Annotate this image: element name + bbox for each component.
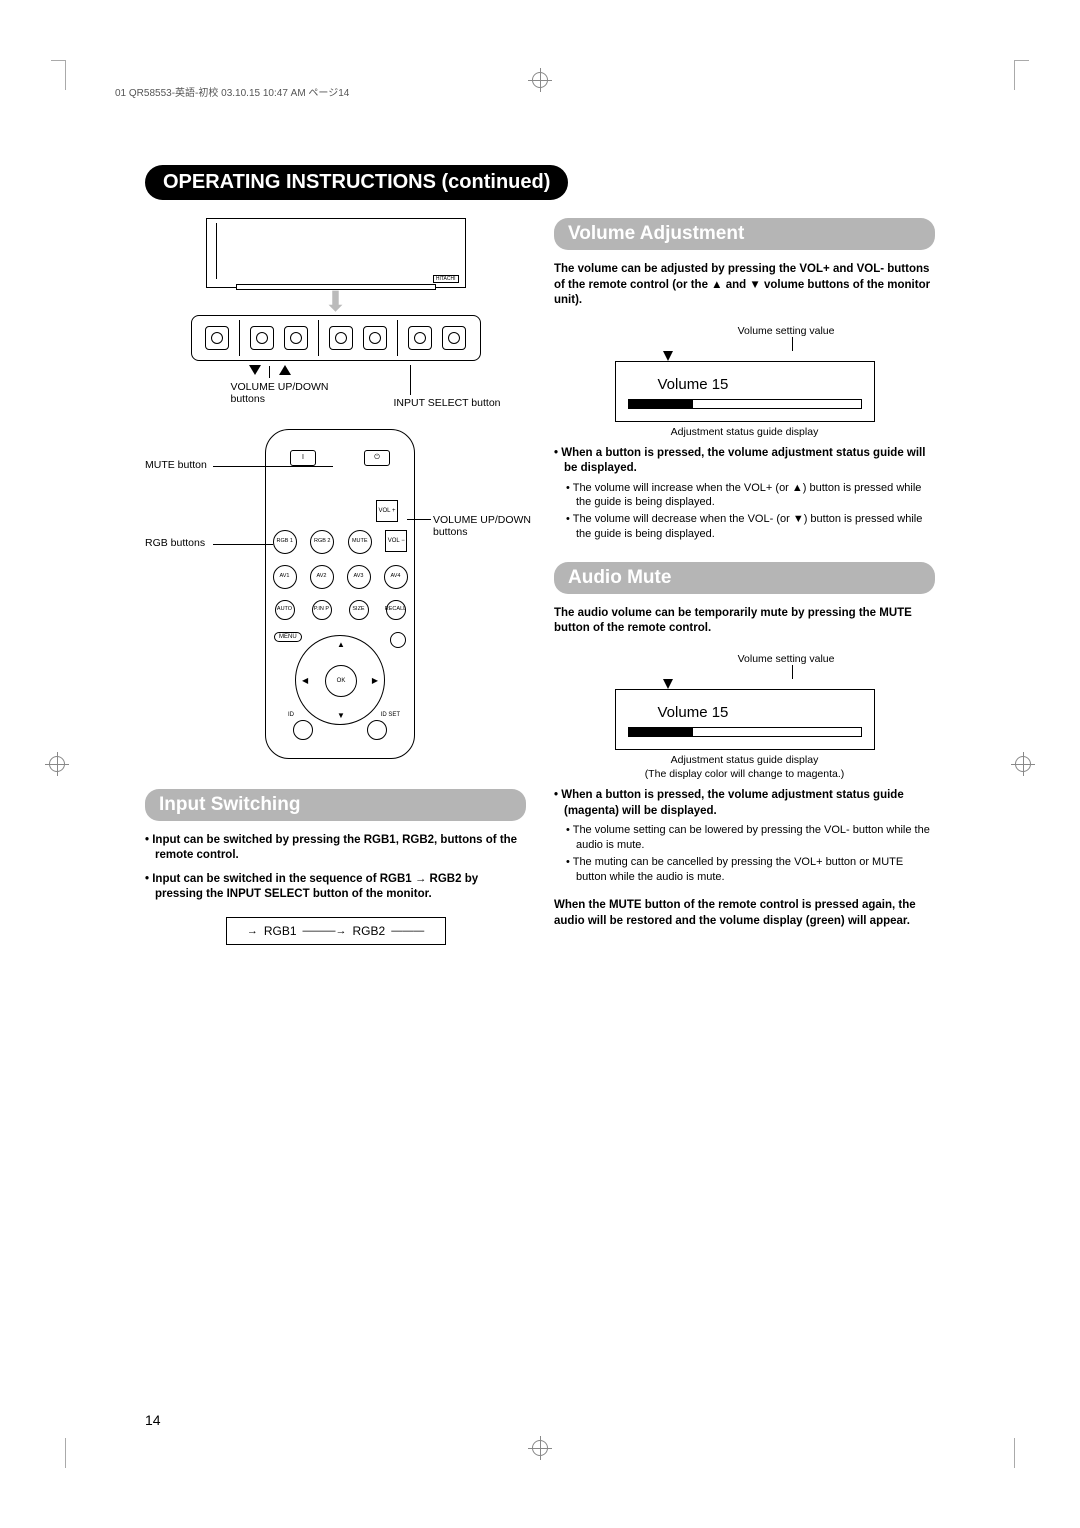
input-sequence-diagram: → RGB1 ———→ RGB2 ——— [226,917,446,945]
av2-button-icon: AV2 [310,565,334,589]
mute-volume-bar-icon [628,727,862,737]
section-header-volume: Volume Adjustment [554,218,935,250]
down-arrow-icon [663,679,673,689]
seq-rgb1: RGB1 [264,924,297,938]
vol-plus-button-icon: VOL + [376,500,398,522]
pinp-button-icon: P.IN P [312,600,332,620]
registration-mark [528,1436,552,1460]
mute-button-icon: MUTE [348,530,372,554]
guide-display-caption: Adjustment status guide display [615,426,875,438]
mute-setting-value-label: Volume setting value [615,653,875,665]
mute-guide-caption1: Adjustment status guide display [615,754,875,766]
brand-label: HITACHI [433,275,459,283]
mute-callout-label: MUTE button [145,459,207,471]
volume-callout-label: VOLUME UP/DOWN buttons [433,514,533,538]
seq-rgb2: RGB2 [353,924,386,938]
header-metadata: 01 QR58553-英語-初校 03.10.15 10:47 AM ページ14 [115,84,349,99]
mute-sub2: The muting can be cancelled by pressing … [554,855,935,885]
volume-display-figure: Volume setting value Volume 15 Adjustmen… [615,325,875,438]
mute-bullet1: When a button is pressed, the volume adj… [554,788,935,819]
auto-button-icon: AUTO [275,600,295,620]
registration-mark [1011,752,1035,776]
crop-mark [985,60,1015,90]
right-column: Volume Adjustment The volume can be adju… [554,218,935,959]
vol-minus-button-icon: VOL − [385,530,407,552]
volume-bar-icon [628,399,862,409]
registration-mark [45,752,69,776]
monitor-diagram: HITACHI ⬇ [191,218,481,405]
id-set-label: ID SET [381,712,400,718]
two-column-layout: HITACHI ⬇ [145,218,935,959]
left-column: HITACHI ⬇ [145,218,526,959]
volume-sub2: The volume will decrease when the VOL- (… [554,512,935,542]
volume-setting-value-label: Volume setting value [615,325,875,337]
input-switching-para1: Input can be switched by pressing the RG… [145,833,526,864]
crop-mark [65,1438,95,1468]
section-header-input-switching: Input Switching [145,789,526,821]
mute-display-figure: Volume setting value Volume 15 Adjustmen… [615,653,875,780]
remote-control-diagram: I ⏻ VOL + RGB 1 RGB 2 MUTE VOL − [145,419,526,779]
mute-sub1: The volume setting can be lowered by pre… [554,823,935,853]
mute-display-text: Volume 15 [628,704,862,721]
av3-button-icon: AV3 [347,565,371,589]
input-select-label: INPUT SELECT button [394,397,501,409]
rgb1-button-icon: RGB 1 [273,530,297,554]
id-label: ID [288,712,294,718]
triangle-up-icon [279,365,291,375]
volume-display-text: Volume 15 [628,376,862,393]
document-page: 01 QR58553-英語-初校 03.10.15 10:47 AM ページ14… [0,0,1080,1528]
triangle-down-icon [249,365,261,375]
rgb-callout-label: RGB buttons [145,537,205,549]
id-button-icon [293,720,313,740]
return-button-icon [390,632,406,648]
volume-intro: The volume can be adjusted by pressing t… [554,262,935,309]
dpad-icon: OK ▲ ▼ ◀ ▶ [295,635,385,725]
mute-guide-caption2: (The display color will change to magent… [615,768,875,780]
input-switching-para2: Input can be switched in the sequence of… [145,872,526,903]
ok-button-icon: OK [325,665,357,697]
id-set-button-icon [367,720,387,740]
volume-sub1: The volume will increase when the VOL+ (… [554,481,935,511]
remote-body-icon: I ⏻ VOL + RGB 1 RGB 2 MUTE VOL − [265,429,415,759]
mute-outro: When the MUTE button of the remote contr… [554,898,935,929]
rgb2-button-icon: RGB 2 [310,530,334,554]
monitor-body-icon: HITACHI [206,218,466,288]
mute-intro: The audio volume can be temporarily mute… [554,606,935,637]
crop-mark [65,60,95,90]
button-panel-icon [191,315,481,361]
power-on-button-icon: ⏻ [364,450,390,466]
page-title: OPERATING INSTRUCTIONS (continued) [145,165,568,200]
av4-button-icon: AV4 [384,565,408,589]
av1-button-icon: AV1 [273,565,297,589]
registration-mark [528,68,552,92]
crop-mark [985,1438,1015,1468]
size-button-icon: SIZE [349,600,369,620]
recall-button-icon: RECALL [386,600,406,620]
down-arrow-icon: ⬇ [191,294,481,311]
power-off-button-icon: I [290,450,316,466]
monitor-base-icon [236,284,436,290]
down-arrow-icon [663,351,673,361]
volume-bullet1: When a button is pressed, the volume adj… [554,446,935,477]
section-header-mute: Audio Mute [554,562,935,594]
page-number: 14 [145,1412,161,1428]
content-area: OPERATING INSTRUCTIONS (continued) HITAC… [145,165,935,1408]
